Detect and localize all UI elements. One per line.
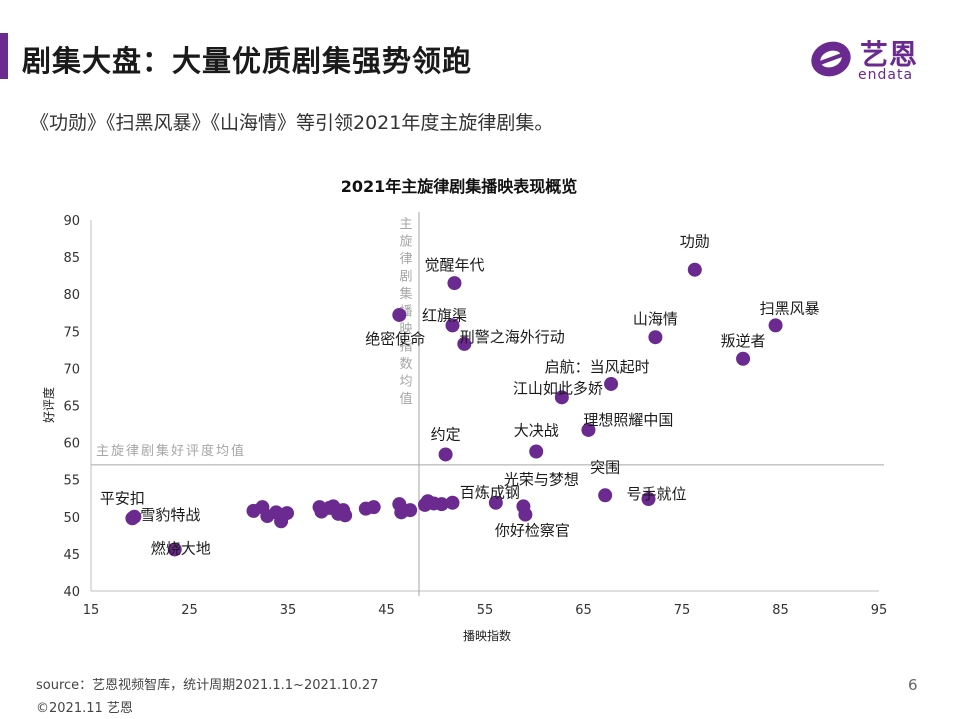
data-point	[518, 507, 533, 522]
data-point	[447, 276, 462, 291]
endata-logo-icon	[811, 41, 851, 77]
point-label: 绝密使命	[365, 330, 425, 348]
data-point	[529, 444, 544, 459]
page-title: 剧集大盘：大量优质剧集强势领跑	[22, 44, 473, 78]
point-label: 启航：当风起时	[545, 358, 650, 376]
y-tick-label: 65	[63, 400, 80, 415]
x-tick-label: 35	[280, 603, 297, 618]
data-point	[768, 318, 783, 333]
data-point	[648, 330, 663, 345]
y-tick-label: 70	[63, 362, 80, 377]
y-axis-label: 好评度	[41, 387, 56, 423]
data-point	[457, 336, 472, 351]
x-tick-label: 45	[378, 603, 395, 618]
data-point	[641, 491, 656, 506]
data-point	[403, 503, 418, 518]
point-label: 扫黑风暴	[760, 299, 820, 317]
point-label: 百炼成钢	[460, 484, 520, 502]
data-point	[167, 542, 182, 557]
data-points	[125, 262, 783, 557]
data-point	[438, 447, 453, 462]
data-point	[392, 307, 407, 322]
x-tick-label: 85	[772, 603, 789, 618]
point-label: 叛逆者	[721, 332, 766, 350]
point-label: 红旗渠	[422, 306, 467, 324]
y-tick-label: 80	[63, 288, 80, 303]
source-note: source：艺恩视频智库，统计周期2021.1.1~2021.10.27	[36, 678, 379, 693]
x-tick-label: 95	[871, 603, 888, 618]
x-axis-label: 播映指数	[463, 628, 511, 643]
point-label: 山海情	[633, 310, 678, 328]
point-label: 光荣与梦想	[504, 470, 579, 488]
y-tick-label: 75	[63, 325, 80, 340]
x-tick-label: 75	[674, 603, 691, 618]
point-label: 突围	[590, 458, 620, 476]
point-label: 大决战	[514, 422, 559, 440]
data-point	[434, 497, 449, 512]
point-label: 号手就位	[627, 485, 687, 503]
y-tick-label: 45	[63, 548, 80, 563]
point-label: 燃烧大地	[151, 539, 211, 557]
data-point	[736, 351, 751, 366]
data-point	[687, 262, 702, 277]
y-tick-label: 40	[63, 585, 80, 600]
endata-logo: 艺恩 endata	[808, 35, 938, 85]
logo-text-en: endata	[858, 67, 914, 83]
logo-text-cn: 艺恩	[860, 38, 919, 71]
data-point	[280, 506, 295, 521]
data-point	[581, 422, 596, 437]
data-point	[604, 376, 619, 391]
point-label: 江山如此多娇	[513, 379, 603, 397]
point-label: 觉醒年代	[424, 256, 484, 274]
data-point	[445, 318, 460, 333]
point-label: 功勋	[680, 233, 710, 251]
copyright-note: ©2021.11 艺恩	[36, 701, 133, 716]
data-point	[598, 488, 613, 503]
data-point	[488, 495, 503, 510]
page-number: 6	[908, 676, 918, 694]
y-tick-label: 60	[63, 437, 80, 452]
y-axis-ticks: 40 45 50 55 60 65 70 75 80 85 90	[63, 214, 80, 600]
point-label: 平安扣	[100, 489, 145, 507]
point-label: 刑警之海外行动	[460, 328, 565, 346]
x-tick-label: 55	[477, 603, 494, 618]
page-subtitle: 《功勋》《扫黑风暴》《山海情》等引领2021年度主旋律剧集。	[30, 112, 554, 134]
x-tick-label: 25	[181, 603, 198, 618]
y-tick-label: 55	[63, 474, 80, 489]
title-accent-bar	[0, 33, 8, 79]
y-tick-label: 90	[63, 214, 80, 229]
x-tick-label: 15	[83, 603, 100, 618]
x-tick-label: 65	[575, 603, 592, 618]
point-label: 你好检察官	[495, 522, 570, 540]
data-point	[366, 500, 381, 515]
point-label: 雪豹特战	[140, 506, 200, 524]
y-tick-label: 50	[63, 511, 80, 526]
y-tick-label: 85	[63, 251, 80, 266]
data-point	[338, 508, 353, 523]
data-point	[127, 509, 142, 524]
point-label: 约定	[431, 425, 461, 443]
mean-rating-label: 主旋律剧集好评度均值	[96, 443, 246, 459]
data-point	[554, 390, 569, 405]
x-axis-ticks: 15 25 35 45 55 65 75 85 95	[83, 603, 888, 618]
mean-playback-index-label: 主旋律剧集播映指数均值	[399, 217, 412, 407]
data-point	[445, 495, 460, 510]
point-label: 理想照耀中国	[583, 411, 673, 429]
chart-title: 2021年主旋律剧集播映表现概览	[341, 177, 578, 196]
